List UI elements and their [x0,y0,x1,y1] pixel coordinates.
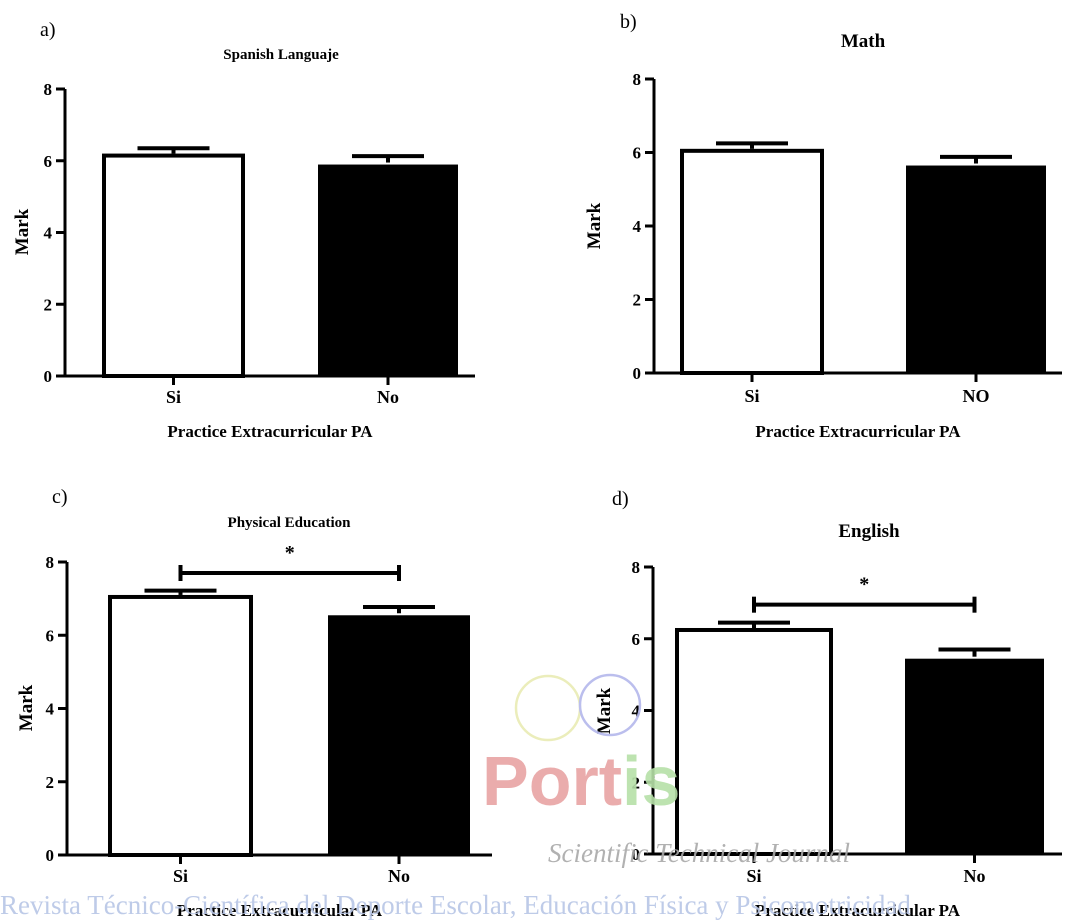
panel-letter: c) [52,486,68,508]
y-tick-label: 4 [46,700,55,719]
category-label: No [388,866,410,886]
panel-letter: a) [40,19,56,41]
chart-title: Math [841,31,886,52]
y-tick-label: 6 [632,630,641,649]
y-tick-label: 2 [632,773,641,792]
chart-title: Physical Education [228,515,352,531]
category-label: No [377,387,399,407]
significance-star: * [859,574,869,596]
category-label: NO [963,386,990,406]
category-label: No [964,866,986,886]
y-tick-label: 0 [632,845,641,864]
y-tick-label: 8 [632,558,641,577]
category-label: Si [746,866,761,886]
watermark-ring-left [514,674,582,742]
watermark-footer: Revista Técnico-Científica del Deporte E… [0,890,911,920]
chart-panel-1: a) Spanish Languaje Si No 0 2 4 6 8 Practice Extr… [12,19,475,441]
watermark-logo-letter: i [622,742,641,820]
y-tick-label: 4 [633,217,642,236]
watermark-ring-right [578,673,642,737]
y-axis-label: Mark [584,202,605,249]
category-label: Si [166,387,181,407]
y-tick-label: 4 [632,702,641,721]
bar-si [108,594,253,858]
y-tick-label: 8 [633,70,642,89]
chart-panel-4: d) English Si No 0 2 4 6 8 Practice Extracurricul… [594,488,1062,920]
y-tick-label: 2 [44,295,53,314]
watermark-logo-letter: s [641,742,680,820]
y-tick-label: 6 [633,144,642,163]
chart-title: English [838,521,900,542]
y-tick-label: 2 [46,773,55,792]
y-axis-label: Mark [594,687,615,734]
bar-no [328,615,470,855]
y-tick-label: 0 [44,367,53,386]
chart-panel-2: b) Math Si NO 0 2 4 6 8 Practice Extracurricular … [584,11,1062,441]
charts-layer: a) Spanish Languaje Si No 0 2 4 6 8 Practice Extr… [12,11,1062,920]
x-axis-label: Practice Extracurricular PA [755,901,961,920]
watermark-logo: Portis [482,742,680,820]
y-tick-label: 6 [44,152,53,171]
x-axis-label: Practice Extracurricular PA [755,422,961,441]
y-tick-label: 8 [46,553,55,572]
y-tick-label: 0 [46,846,55,865]
bar-no [318,164,458,376]
y-tick-label: 8 [44,80,53,99]
watermark-logo-letter: P [482,742,529,820]
panel-letter: b) [620,11,637,33]
y-axis-label: Mark [16,684,37,731]
chart-title: Spanish Languaje [223,47,339,63]
bar-no [906,165,1046,373]
watermark-logo-letter: o [529,742,572,820]
x-axis-label: Practice Extracurricular PA [177,901,383,920]
bar-no [905,658,1044,854]
bar-si [102,153,245,378]
significance-star: * [285,542,295,564]
bar-si [675,627,833,856]
y-tick-label: 4 [44,224,53,243]
watermark: Portis Scientific Technical Journal Revi… [0,673,911,920]
watermark-logo-letter: t [599,742,622,820]
watermark-logo-letter: r [571,742,598,820]
y-tick-label: 2 [633,291,642,310]
y-axis-label: Mark [12,208,33,255]
category-label: Si [173,866,188,886]
x-axis-label: Practice Extracurricular PA [167,422,373,441]
y-tick-label: 0 [633,364,642,383]
y-tick-label: 6 [46,626,55,645]
bar-si [680,148,824,375]
chart-panel-3: c) Physical Education Si No 0 2 4 6 8 Practice Ex… [16,486,492,920]
panel-letter: d) [612,488,629,510]
category-label: Si [744,386,759,406]
watermark-subtitle: Scientific Technical Journal [548,838,850,868]
